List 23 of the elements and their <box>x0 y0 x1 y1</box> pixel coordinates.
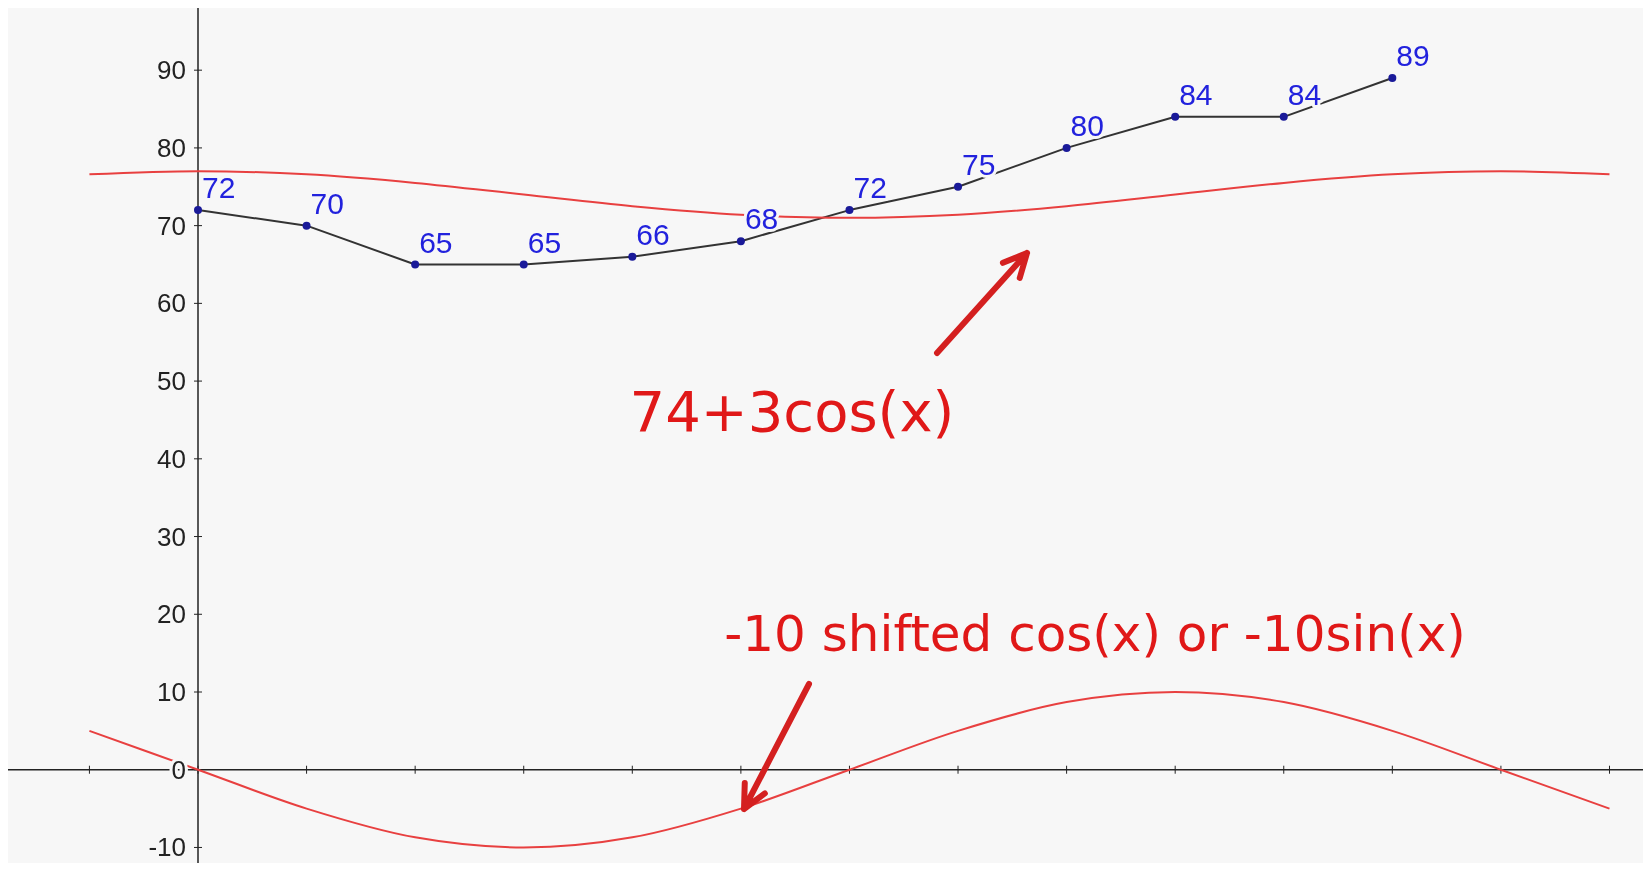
data-label: 80 <box>1070 108 1104 142</box>
y-tick-label: 60 <box>157 288 186 319</box>
y-tick-label: 30 <box>157 521 186 552</box>
data-label: 65 <box>527 225 562 259</box>
data-label: 70 <box>310 186 344 220</box>
annotation: -10 shifted cos(x) or -10sin(x) <box>724 604 1466 663</box>
y-tick-label: 10 <box>157 677 186 707</box>
data-label: 75 <box>962 147 996 181</box>
y-tick-label: 80 <box>157 132 186 163</box>
y-tick-label: -10 <box>148 832 186 863</box>
y-tick-label: 50 <box>157 366 186 397</box>
data-label: 84 <box>1287 77 1322 111</box>
data-label: 65 <box>419 225 453 259</box>
y-tick-label: 20 <box>157 599 186 630</box>
data-label: 89 <box>1396 38 1430 72</box>
y-tick-label: 90 <box>157 55 186 86</box>
data-label: 72 <box>853 171 887 205</box>
annotation: 74+3cos(x) <box>629 379 955 445</box>
data-label: 84 <box>1179 77 1213 111</box>
data-label: 66 <box>636 217 670 251</box>
y-tick-label: 40 <box>157 443 186 474</box>
y-tick-label: 70 <box>157 210 186 241</box>
data-label: 72 <box>202 171 236 205</box>
